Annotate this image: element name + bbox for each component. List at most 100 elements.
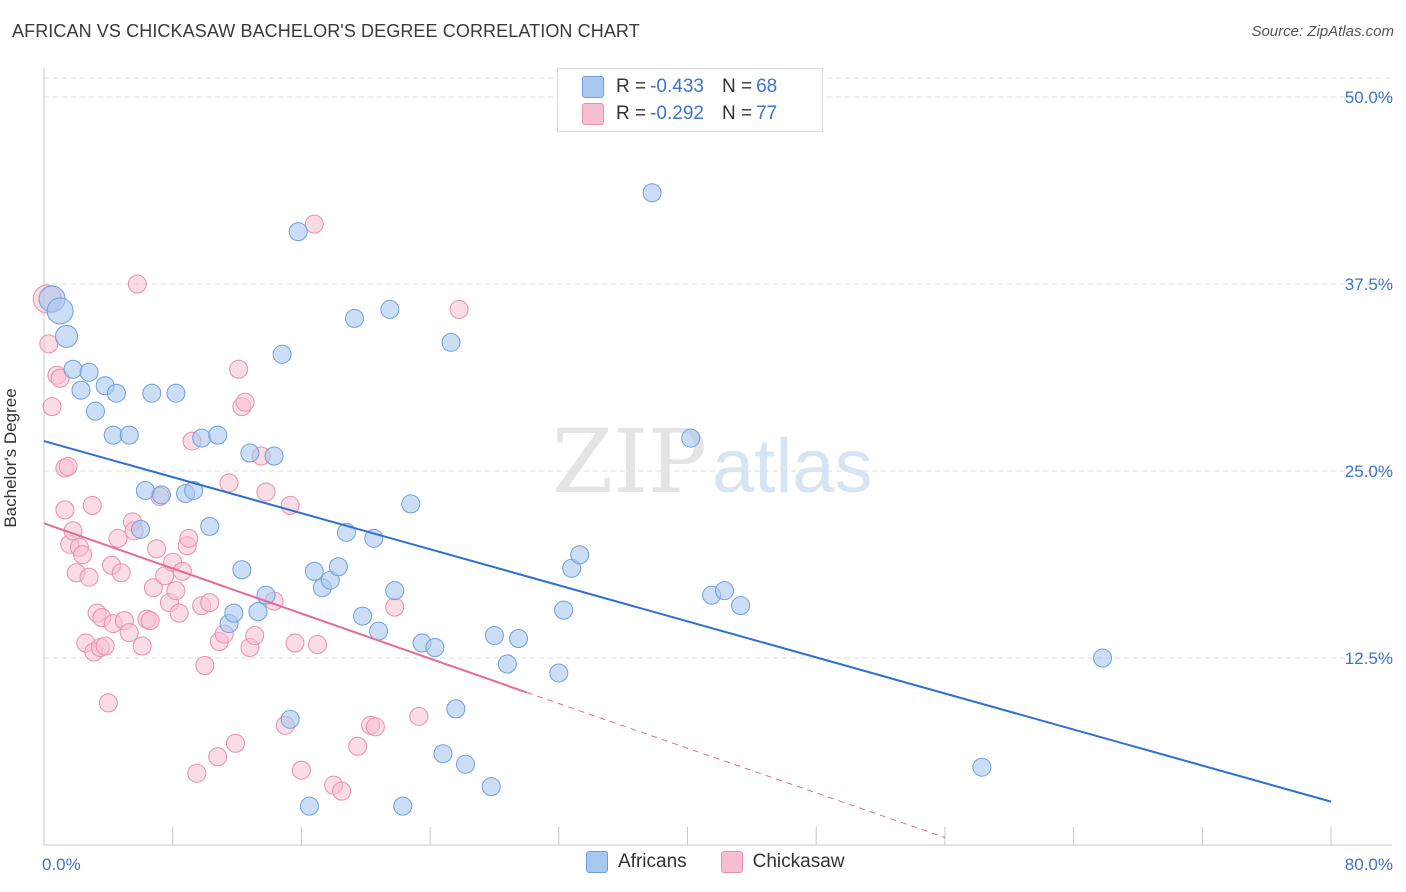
- legend-item-africans[interactable]: Africans: [586, 851, 687, 873]
- chickasaw-point: [195, 655, 215, 675]
- africans-point: [288, 222, 308, 242]
- chickasaw-point: [98, 693, 118, 713]
- r-label: R =: [616, 76, 647, 97]
- chickasaw-point: [208, 747, 228, 767]
- y-tick-label: 50.0%: [1345, 88, 1393, 107]
- axes: [43, 68, 1392, 846]
- chickasaw-point: [143, 578, 163, 598]
- chickasaw-swatch: [720, 851, 743, 873]
- chickasaw-point: [179, 528, 199, 548]
- africans-point: [166, 383, 186, 403]
- africans-point: [55, 324, 79, 348]
- africans-point: [570, 545, 590, 565]
- chickasaw-point: [307, 635, 327, 655]
- r-value: -0.433: [650, 76, 704, 97]
- chickasaw-point: [385, 597, 405, 617]
- chickasaw-trend-line: [43, 522, 527, 694]
- africans-point: [131, 519, 151, 539]
- n-label: N =: [721, 76, 753, 97]
- chickasaw-point: [73, 545, 93, 565]
- africans-point: [46, 297, 74, 325]
- africans-point: [380, 299, 400, 319]
- chickasaw-point: [280, 495, 300, 515]
- africans-point: [192, 428, 212, 448]
- trend-lines: [43, 440, 1332, 838]
- x-tick-label: 80.0%: [1345, 855, 1393, 874]
- chickasaw-point: [82, 495, 102, 515]
- africans-point: [63, 359, 83, 379]
- africans-point: [280, 709, 300, 729]
- chickasaw-point: [409, 706, 429, 726]
- chart-title: AFRICAN VS CHICKASAW BACHELOR'S DEGREE C…: [12, 21, 640, 41]
- chickasaw-point: [332, 781, 352, 801]
- chickasaw-point: [140, 611, 160, 631]
- chickasaw-point: [79, 567, 99, 587]
- chickasaw-point: [127, 274, 147, 294]
- africans-point: [385, 581, 405, 601]
- africans-point: [119, 425, 139, 445]
- chickasaw-point: [256, 482, 276, 502]
- africans-point: [272, 344, 292, 364]
- chickasaw-point: [291, 760, 311, 780]
- chickasaw-point: [285, 633, 305, 653]
- africans-point: [299, 796, 319, 816]
- africans-point: [85, 401, 105, 421]
- africans-point: [455, 754, 475, 774]
- n-value: 77: [756, 103, 778, 124]
- y-axis-label: Bachelor's Degree: [1, 388, 20, 527]
- africans-point: [715, 581, 735, 601]
- chickasaw-point: [132, 636, 152, 656]
- chickasaw-point: [108, 528, 128, 548]
- n-value: 68: [756, 76, 778, 97]
- africans-point: [135, 480, 155, 500]
- chickasaw-point: [119, 623, 139, 643]
- africans-point: [681, 428, 701, 448]
- africans-point: [446, 699, 466, 719]
- africans-point: [731, 596, 751, 616]
- africans-point: [554, 600, 574, 620]
- legend-label-chickasaw: Chickasaw: [752, 851, 845, 872]
- africans-swatch: [586, 851, 608, 873]
- n-label: N =: [721, 103, 753, 124]
- africans-point: [353, 606, 373, 626]
- africans-point: [106, 383, 126, 403]
- svg-text:atlas: atlas: [712, 424, 873, 509]
- africans-point: [344, 308, 364, 328]
- chickasaw-points: [32, 214, 469, 801]
- chickasaw-point: [225, 733, 245, 753]
- africans-point: [304, 561, 324, 581]
- africans-point: [103, 425, 123, 445]
- chickasaw-point: [304, 214, 324, 234]
- africans-point: [200, 516, 220, 536]
- svg-text:ZIP: ZIP: [552, 410, 707, 513]
- chickasaw-point: [169, 603, 189, 623]
- chickasaw-point: [147, 539, 167, 559]
- africans-point: [224, 603, 244, 623]
- stats-legend: R = -0.433 N = 68 R = -0.292 N = 77: [557, 68, 823, 132]
- chickasaw-point: [42, 397, 62, 417]
- africans-point: [481, 777, 501, 797]
- chickasaw-point: [245, 626, 265, 646]
- africans-point: [549, 663, 569, 683]
- africans-point: [184, 480, 204, 500]
- chickasaw-swatch: [582, 103, 604, 125]
- africans-point: [425, 638, 445, 658]
- africans-point: [497, 654, 517, 674]
- chickasaw-point: [58, 457, 78, 477]
- africans-point: [248, 602, 268, 622]
- chickasaw-trend-extension: [526, 691, 946, 838]
- africans-point: [1093, 648, 1113, 668]
- africans-point: [264, 446, 284, 466]
- africans-point: [441, 332, 461, 352]
- legend-row-chickasaw: R = -0.292 N = 77: [582, 102, 777, 126]
- chickasaw-point: [187, 763, 207, 783]
- chickasaw-point: [166, 581, 186, 601]
- legend-item-chickasaw[interactable]: Chickasaw: [720, 851, 845, 873]
- africans-point: [328, 557, 348, 577]
- tick-labels: 12.5% 25.0% 37.5% 50.0% 0.0% 80.0%: [42, 88, 1393, 874]
- africans-point: [509, 629, 529, 649]
- chickasaw-point: [365, 717, 385, 737]
- africans-points: [38, 183, 1113, 816]
- africans-point: [642, 183, 662, 203]
